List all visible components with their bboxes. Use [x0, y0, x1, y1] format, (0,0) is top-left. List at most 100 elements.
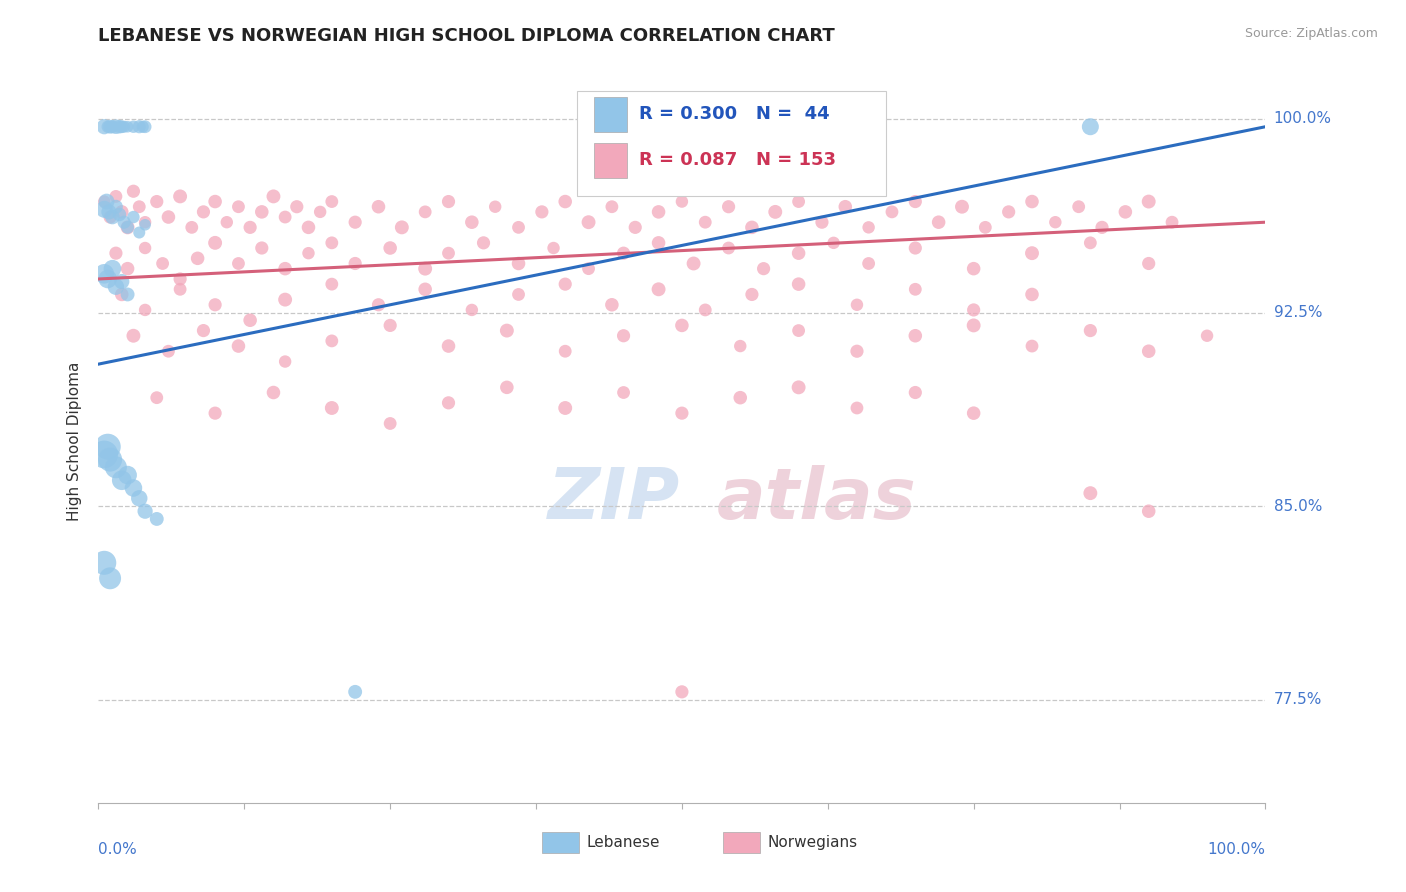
Point: [904, 328, 927, 343]
Point: [98, 571, 121, 585]
Point: [134, 215, 156, 229]
Point: [122, 184, 145, 198]
Point: [496, 380, 519, 394]
Text: R = 0.300   N =  44: R = 0.300 N = 44: [638, 105, 830, 123]
Point: [1067, 200, 1090, 214]
Point: [380, 417, 402, 431]
Point: [117, 120, 139, 134]
Point: [437, 396, 460, 410]
Point: [97, 120, 120, 134]
Point: [122, 210, 145, 224]
Point: [752, 261, 775, 276]
Point: [321, 334, 343, 348]
Point: [262, 385, 284, 400]
Point: [112, 215, 135, 229]
Text: 100.0%: 100.0%: [1274, 112, 1331, 127]
Text: R = 0.087   N = 153: R = 0.087 N = 153: [638, 152, 835, 169]
Point: [321, 401, 343, 415]
Point: [97, 272, 120, 286]
Point: [104, 460, 127, 475]
Point: [846, 298, 869, 312]
Point: [117, 261, 139, 276]
Point: [437, 339, 460, 353]
Point: [671, 194, 693, 209]
Point: [496, 324, 519, 338]
Point: [228, 256, 250, 270]
Point: [437, 194, 460, 209]
Point: [671, 318, 693, 333]
Point: [413, 282, 436, 296]
Point: [111, 275, 134, 289]
Point: [93, 447, 115, 461]
Point: [97, 205, 120, 219]
Point: [180, 220, 202, 235]
Point: [132, 120, 155, 134]
Point: [695, 215, 717, 229]
Text: LEBANESE VS NORWEGIAN HIGH SCHOOL DIPLOMA CORRELATION CHART: LEBANESE VS NORWEGIAN HIGH SCHOOL DIPLOM…: [98, 27, 835, 45]
Point: [461, 215, 484, 229]
FancyBboxPatch shape: [595, 97, 627, 132]
Point: [695, 302, 717, 317]
Point: [950, 200, 973, 214]
Point: [600, 200, 623, 214]
Point: [250, 205, 273, 219]
Point: [1021, 339, 1043, 353]
Point: [204, 194, 226, 209]
Point: [472, 235, 495, 250]
Point: [146, 391, 169, 405]
Point: [134, 302, 156, 317]
Point: [169, 189, 191, 203]
Point: [1045, 215, 1067, 229]
Point: [928, 215, 950, 229]
Point: [647, 205, 669, 219]
Point: [730, 391, 752, 405]
Point: [647, 235, 669, 250]
Point: [104, 200, 127, 214]
Point: [321, 194, 343, 209]
Point: [239, 313, 262, 327]
Point: [846, 344, 869, 359]
Text: Norwegians: Norwegians: [768, 835, 858, 850]
Point: [1137, 194, 1160, 209]
Y-axis label: High School Diploma: High School Diploma: [66, 362, 82, 521]
Point: [613, 328, 636, 343]
Point: [169, 272, 191, 286]
Point: [530, 205, 553, 219]
Point: [904, 385, 927, 400]
Point: [554, 194, 576, 209]
Point: [204, 298, 226, 312]
Point: [717, 241, 740, 255]
Point: [787, 324, 810, 338]
Point: [717, 200, 740, 214]
Point: [380, 241, 402, 255]
Point: [367, 200, 389, 214]
Point: [787, 194, 810, 209]
Point: [741, 287, 763, 301]
Text: 77.5%: 77.5%: [1274, 692, 1322, 707]
Point: [858, 256, 880, 270]
Point: [391, 220, 413, 235]
Point: [787, 380, 810, 394]
Point: [367, 298, 389, 312]
Point: [1021, 287, 1043, 301]
Point: [321, 235, 343, 250]
Point: [413, 205, 436, 219]
Point: [274, 261, 297, 276]
Point: [128, 491, 150, 506]
Point: [128, 226, 150, 240]
Point: [682, 256, 704, 270]
Point: [108, 120, 131, 134]
Point: [413, 261, 436, 276]
Point: [904, 282, 927, 296]
Point: [152, 256, 174, 270]
Point: [600, 298, 623, 312]
Point: [169, 282, 191, 296]
Point: [380, 318, 402, 333]
Point: [309, 205, 332, 219]
Point: [128, 200, 150, 214]
Point: [508, 256, 530, 270]
Point: [1137, 344, 1160, 359]
Point: [578, 215, 600, 229]
Point: [962, 406, 984, 420]
Point: [274, 210, 297, 224]
